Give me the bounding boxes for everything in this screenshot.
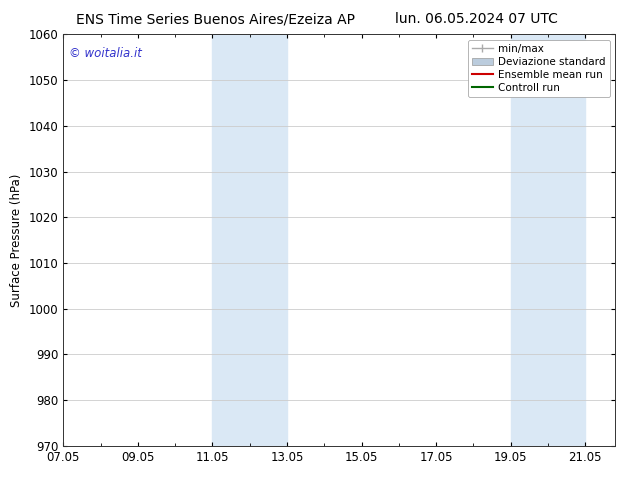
- Text: © woitalia.it: © woitalia.it: [69, 47, 142, 60]
- Text: lun. 06.05.2024 07 UTC: lun. 06.05.2024 07 UTC: [395, 12, 558, 26]
- Bar: [212, 34, 287, 446]
- Y-axis label: Surface Pressure (hPa): Surface Pressure (hPa): [10, 173, 23, 307]
- Text: ENS Time Series Buenos Aires/Ezeiza AP: ENS Time Series Buenos Aires/Ezeiza AP: [76, 12, 355, 26]
- Bar: [510, 34, 585, 446]
- Legend: min/max, Deviazione standard, Ensemble mean run, Controll run: min/max, Deviazione standard, Ensemble m…: [468, 40, 610, 97]
